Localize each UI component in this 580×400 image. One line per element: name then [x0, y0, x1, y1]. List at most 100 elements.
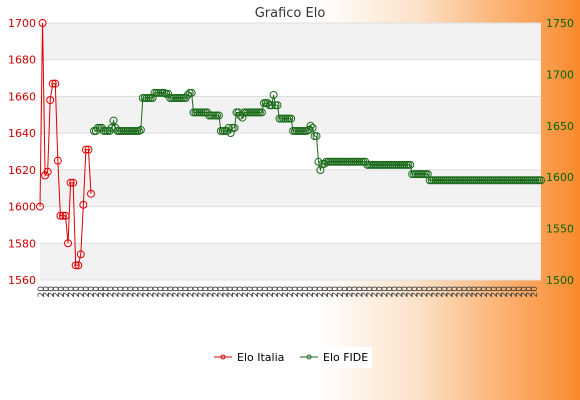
- legend-marker-fide: [306, 354, 312, 360]
- data-point: [267, 101, 276, 110]
- x-tick-label: 20: [410, 286, 420, 298]
- x-tick-label: 20: [112, 286, 122, 298]
- plot-area: [40, 23, 541, 280]
- data-point: [417, 170, 426, 179]
- x-tick-label: 20: [296, 286, 306, 298]
- data-point: [470, 176, 479, 185]
- data-point: [48, 79, 57, 88]
- data-point: [283, 114, 292, 123]
- data-point: [445, 176, 454, 185]
- x-tick-label: 20: [401, 286, 411, 298]
- data-point: [503, 176, 512, 185]
- left-tick-label: 1580: [8, 237, 36, 250]
- data-point: [71, 261, 80, 270]
- left-tick-label: 1660: [8, 90, 36, 103]
- data-point: [36, 202, 44, 211]
- data-point: [468, 176, 477, 185]
- right-tick-label: 1600: [546, 171, 574, 184]
- data-point: [453, 176, 462, 185]
- x-tick-label: 20: [460, 286, 470, 298]
- x-tick-label: 20: [201, 286, 211, 298]
- data-point: [255, 108, 264, 117]
- data-point: [175, 94, 184, 103]
- right-tick-label: 1550: [546, 223, 574, 236]
- left-tick-label: 1700: [8, 17, 36, 30]
- data-point: [275, 114, 284, 123]
- data-point: [488, 176, 497, 185]
- data-point: [451, 176, 460, 185]
- x-tick-label: 20: [211, 286, 221, 298]
- data-point: [248, 108, 257, 117]
- data-point: [252, 108, 261, 117]
- data-point: [429, 176, 438, 185]
- data-point: [439, 176, 448, 185]
- x-tick-label: 20: [226, 286, 236, 298]
- data-point: [109, 116, 118, 125]
- data-point: [388, 160, 397, 169]
- data-point: [289, 126, 298, 135]
- data-point: [240, 108, 249, 117]
- legend-label-italia: Elo Italia: [237, 351, 284, 364]
- x-tick-label: 20: [87, 286, 97, 298]
- x-tick-label: 20: [142, 286, 152, 298]
- data-point: [134, 126, 143, 135]
- data-point: [212, 111, 221, 120]
- data-point: [76, 250, 85, 259]
- data-point: [310, 132, 319, 141]
- data-point: [144, 94, 153, 103]
- data-point: [125, 126, 134, 135]
- data-point: [326, 157, 335, 166]
- data-point: [492, 176, 501, 185]
- data-point: [496, 176, 505, 185]
- x-tick-label: 20: [67, 286, 77, 298]
- data-point: [421, 170, 430, 179]
- x-tick-label: 20: [530, 286, 540, 298]
- grid-band: [40, 23, 541, 60]
- data-point: [228, 123, 237, 132]
- x-tick-label: 20: [326, 286, 336, 298]
- data-point: [226, 128, 235, 137]
- data-point: [433, 176, 442, 185]
- data-point: [394, 160, 403, 169]
- data-point: [121, 126, 130, 135]
- data-point: [376, 160, 385, 169]
- data-point: [484, 176, 493, 185]
- legend-marker-italia: [220, 354, 226, 360]
- data-point: [324, 157, 333, 166]
- data-point: [333, 157, 342, 166]
- x-tick-label: 20: [92, 286, 102, 298]
- x-tick-label: 20: [415, 286, 425, 298]
- data-point: [244, 108, 253, 117]
- data-point: [171, 94, 180, 103]
- data-point: [355, 157, 364, 166]
- data-point: [398, 160, 407, 169]
- grid-band: [40, 169, 541, 207]
- data-point: [343, 157, 352, 166]
- data-point: [291, 126, 300, 135]
- data-point: [337, 157, 346, 166]
- x-tick-label: 20: [500, 286, 510, 298]
- data-point: [490, 176, 499, 185]
- data-point: [38, 19, 47, 27]
- data-point: [415, 170, 424, 179]
- right-tick-label: 1650: [546, 120, 574, 133]
- data-point: [230, 123, 239, 132]
- data-point: [287, 114, 296, 123]
- data-point: [455, 176, 464, 185]
- x-tick-label: 20: [361, 286, 371, 298]
- left-tick-label: 1680: [8, 54, 36, 67]
- data-point: [456, 176, 465, 185]
- data-point: [257, 108, 266, 117]
- chart-title: Grafico Elo: [255, 6, 326, 21]
- data-point: [410, 170, 419, 179]
- data-point: [81, 145, 90, 154]
- x-tick-label: 20: [495, 286, 505, 298]
- data-point: [535, 176, 544, 185]
- data-point: [507, 176, 516, 185]
- data-point: [380, 160, 389, 169]
- data-point: [501, 176, 510, 185]
- data-point: [363, 160, 372, 169]
- x-tick-label: 20: [525, 286, 535, 298]
- data-point: [69, 178, 78, 187]
- data-point: [277, 114, 286, 123]
